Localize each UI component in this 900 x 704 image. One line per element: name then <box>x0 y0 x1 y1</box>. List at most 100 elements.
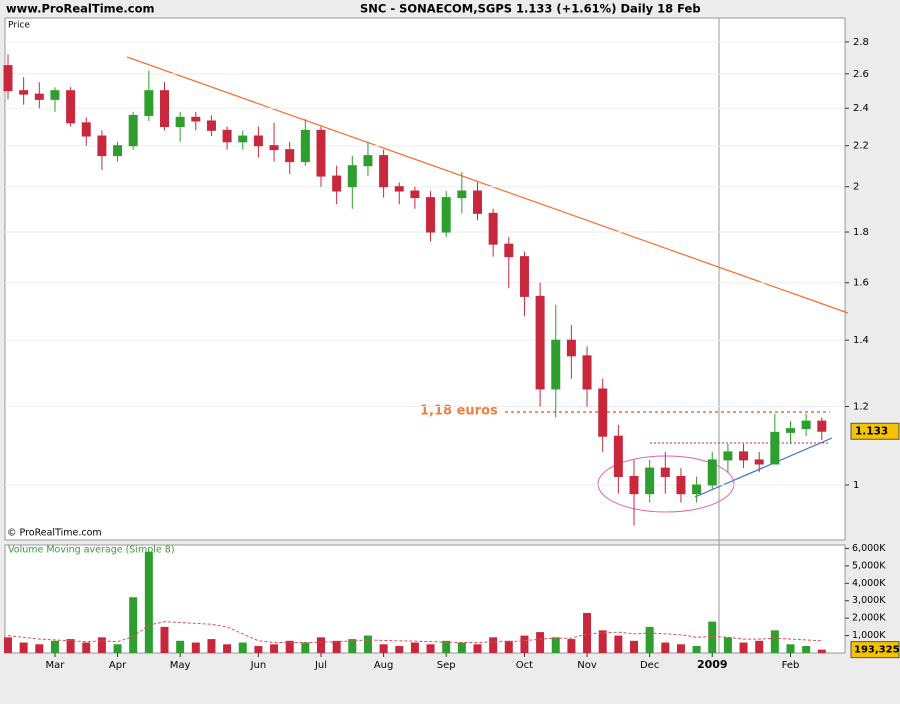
site-name: www.ProRealTime.com <box>6 2 155 16</box>
moving-average <box>7 621 822 644</box>
y-label: Price <box>8 21 30 31</box>
volume-bar <box>645 626 654 653</box>
x-tick-label: Dec <box>640 660 659 671</box>
x-tick-label: 2009 <box>697 658 728 671</box>
candle-body <box>457 190 467 199</box>
volume-bar <box>426 644 435 653</box>
price-marker-label: 1.133 <box>855 425 888 437</box>
volume-bar <box>191 642 200 653</box>
candle-body <box>34 93 44 100</box>
volume-bar <box>504 640 513 653</box>
volume-bar <box>755 640 764 653</box>
candle-body <box>222 129 232 143</box>
candle-body <box>723 451 733 461</box>
candle-body <box>676 475 686 495</box>
candle-body <box>645 467 655 495</box>
volume-bar <box>176 640 185 653</box>
candle-body <box>473 190 482 214</box>
volume-bar <box>129 597 138 653</box>
y-tick-label: 1.6 <box>853 278 869 289</box>
volume-bar <box>661 642 670 653</box>
candle-body <box>347 165 357 188</box>
candle-body <box>269 145 279 151</box>
volume-bar <box>708 621 717 653</box>
candle-body <box>786 428 795 433</box>
candle-body <box>300 129 310 163</box>
volume-bar <box>598 630 607 653</box>
candle-body <box>316 129 326 177</box>
volume-bar <box>97 637 106 653</box>
volume-marker <box>850 641 900 659</box>
volume-bar <box>317 637 325 653</box>
candle-body <box>441 197 451 233</box>
x-tick-label: Feb <box>782 660 800 671</box>
candle-body <box>598 388 608 437</box>
volume-bar <box>66 639 75 653</box>
candle-body <box>394 186 404 192</box>
price-marker <box>850 422 900 440</box>
volume-bar <box>723 637 732 653</box>
candle-body <box>692 484 702 495</box>
candle-body <box>613 435 623 477</box>
candle-body <box>739 451 749 461</box>
candle-body <box>535 295 545 390</box>
volume-bar <box>4 637 12 653</box>
volume-bar <box>144 551 153 653</box>
candle-body <box>19 90 29 95</box>
y-tick-label: 1.2 <box>853 402 869 413</box>
candle-body <box>144 90 154 116</box>
candle-body <box>81 122 91 137</box>
candle-body <box>206 120 216 131</box>
y-tick-label: 5,000K <box>852 560 886 571</box>
volume-bar <box>770 630 779 653</box>
volume-bar <box>676 644 685 653</box>
y-tick-label: 2.2 <box>853 141 869 152</box>
candle-body <box>519 256 529 297</box>
candle-body <box>113 145 123 157</box>
highlight-ellipse <box>597 455 735 513</box>
volume-bar <box>363 635 372 653</box>
volume-bar <box>348 639 357 653</box>
chart-title: SNC - SONAECOM,SGPS 1.133 (+1.61%) Daily… <box>360 2 701 16</box>
candle-body <box>128 114 138 147</box>
candle-body <box>66 90 76 124</box>
volume-bar <box>113 644 122 653</box>
volume-marker-label: 193,325 <box>854 645 900 656</box>
x-tick-label: Sep <box>437 660 456 671</box>
candle-body <box>97 135 107 157</box>
volume-bar <box>301 642 310 653</box>
volume-bar <box>254 646 263 653</box>
volume-bar <box>379 644 388 653</box>
volume-bar <box>19 642 28 653</box>
volume-bar <box>551 637 560 653</box>
volume-bar <box>410 642 419 653</box>
candle-body <box>582 355 592 390</box>
y-tick-label: 1,000K <box>852 630 886 641</box>
x-tick-label: Aug <box>374 660 394 671</box>
y-tick-label: 2,000K <box>852 613 886 624</box>
candle-body <box>504 243 514 258</box>
candle-body <box>3 65 13 92</box>
volume-bar <box>160 626 169 653</box>
volume-bar <box>207 639 216 653</box>
annotation: 1,18 euros <box>420 404 498 419</box>
volume-bar <box>442 640 451 653</box>
candle-body <box>801 420 811 430</box>
volume-bar <box>536 632 545 653</box>
candle-body <box>191 116 201 122</box>
volume-bar <box>473 644 482 653</box>
volume-bar <box>82 642 91 653</box>
candle-body <box>285 149 295 163</box>
volume-bar <box>630 640 638 653</box>
candle-body <box>551 339 561 390</box>
x-tick-label: Oct <box>516 660 533 671</box>
volume-bar <box>520 635 529 653</box>
candle-body <box>238 135 248 143</box>
candle-body <box>566 339 576 357</box>
credit: © ProRealTime.com <box>7 528 102 539</box>
volume-bar <box>567 639 576 653</box>
volume-bar <box>395 646 404 653</box>
x-tick-label: Apr <box>109 660 127 671</box>
